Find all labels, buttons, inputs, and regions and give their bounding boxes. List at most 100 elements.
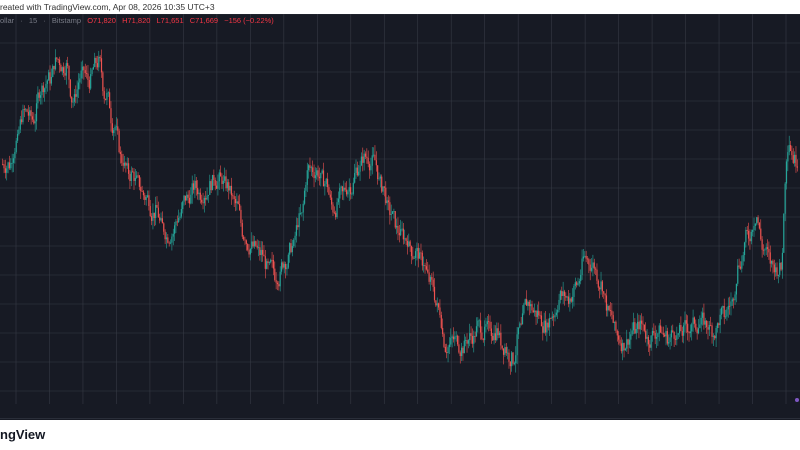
candle-body [379,176,381,179]
candle-body [747,230,750,239]
candle-body [303,190,306,204]
candle-body [490,328,492,336]
candle-body [286,267,288,270]
candle-body [328,187,330,195]
candle-body [555,312,557,315]
candle-body [160,218,162,221]
candle-body [26,109,28,112]
candle-body [336,202,338,218]
candle-body [119,152,122,155]
candle-body [174,225,176,234]
candle-body [772,260,774,265]
candle-body [550,318,552,319]
candle-body [691,324,693,332]
candle-body [785,161,788,184]
candle-body [42,85,44,93]
candle-body [132,171,134,173]
candle-body [61,67,63,72]
candle-body [416,247,418,252]
candle-body [366,156,368,158]
candle-body [436,303,438,306]
candle-body [659,325,662,333]
candle-body [306,170,308,185]
candle-body [699,324,701,329]
candle-body [544,320,547,333]
candle-body [222,180,224,184]
candle-body [44,88,46,93]
candle-body [605,295,608,311]
time-axis[interactable]: 16171819202122232425262728293031Apr23456… [0,418,800,420]
candle-body [507,352,509,354]
candle-body [558,299,560,310]
candle-body [257,247,260,249]
candle-body [448,344,451,348]
candle-body [642,323,644,325]
legend-low: L71,651 [156,16,184,25]
chart-panel[interactable]: ollar · 15 · Bitstamp O71,820 H71,820 L7… [0,14,800,420]
candle-body [462,347,464,354]
candle-body [498,332,501,336]
candle-body [746,229,748,231]
candle-body [451,336,453,338]
candle-body [358,171,360,176]
candle-body [795,154,797,167]
candle-body [241,223,243,237]
candle-body [178,218,180,222]
price-chart[interactable] [0,14,800,404]
candle-body [187,194,189,198]
candle-body [639,320,641,330]
candle-body [512,352,514,364]
candle-body [279,271,281,287]
candle-body [519,323,521,328]
candle-body [559,291,562,300]
candle-body [727,305,729,310]
candle-body [264,256,266,269]
candle-body [577,283,579,285]
candle-body [520,323,522,325]
candle-body [534,310,536,313]
candle-body [570,298,572,302]
candle-body [293,239,295,247]
candle-body [12,158,15,163]
event-marker[interactable] [795,398,799,402]
candle-body [484,326,486,341]
candle-body [69,79,71,97]
candle-body [469,333,471,341]
candle-body [710,324,712,326]
candle-body [312,167,314,173]
candle-body [106,93,108,100]
candle-body [25,109,27,111]
candle-body [417,247,419,259]
candle-body [513,363,515,365]
candle-body [412,256,414,259]
candle-body [668,342,670,344]
candle-body [733,299,735,301]
candle-body [76,89,78,97]
candle-body [651,330,654,336]
candle-body [391,211,394,214]
candle-body [477,320,479,327]
candle-body [546,322,548,333]
candle-body [19,119,21,130]
candle-body [130,171,132,182]
candle-body [245,240,247,244]
candle-body [80,70,82,79]
candle-body [155,204,157,218]
candle-body [444,346,446,353]
candle-body [98,56,100,68]
candle-body [489,321,491,329]
candle-body [333,212,335,214]
candle-body [792,155,794,163]
candle-body [678,324,681,334]
candle-body [72,101,74,103]
candle-body [787,152,789,162]
candle-body [485,324,487,327]
candle-body [50,76,53,84]
candle-body [479,320,482,333]
candle-body [783,213,785,253]
candle-body [447,347,449,354]
candle-body [198,192,200,195]
candle-body [554,314,556,318]
candle-body [585,255,587,259]
